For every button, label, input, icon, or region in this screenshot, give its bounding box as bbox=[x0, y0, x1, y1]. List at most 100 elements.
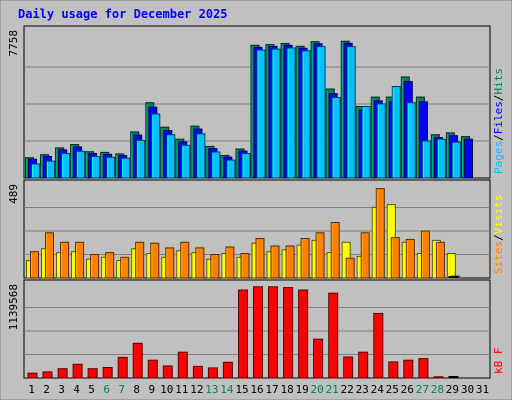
zero-markers-visits-sites bbox=[448, 276, 459, 278]
bar-kbytes-day-13 bbox=[207, 367, 218, 379]
bars-visits-sites bbox=[26, 188, 460, 279]
bar-pages-day-8 bbox=[136, 139, 146, 179]
bar-files-day-30 bbox=[464, 138, 473, 179]
bar-sites-day-6 bbox=[105, 252, 115, 279]
x-tick-label-day-28: 28 bbox=[431, 383, 444, 396]
legend-text: Sites/Visits bbox=[492, 195, 505, 275]
x-tick-label-day-17: 17 bbox=[265, 383, 278, 396]
x-tick-label-day-21: 21 bbox=[326, 383, 339, 396]
x-tick-label-day-1: 1 bbox=[28, 383, 35, 396]
bar-pages-day-20 bbox=[316, 46, 326, 179]
bar-kbytes-day-10 bbox=[162, 365, 173, 379]
legend-item: Sites bbox=[492, 241, 505, 274]
bar-sites-day-10 bbox=[165, 247, 175, 279]
bar-sites-day-2 bbox=[45, 232, 54, 279]
bar-kbytes-day-2 bbox=[42, 371, 53, 379]
bar-sites-day-7 bbox=[120, 256, 130, 279]
bar-kbytes-day-12 bbox=[192, 365, 203, 379]
bar-sites-day-23 bbox=[360, 232, 370, 279]
x-tick-label-day-7: 7 bbox=[118, 383, 125, 396]
x-tick-label-day-26: 26 bbox=[401, 383, 414, 396]
bar-kbytes-day-25 bbox=[388, 361, 399, 379]
bar-pages-day-16 bbox=[256, 49, 266, 179]
x-tick-label-day-3: 3 bbox=[58, 383, 65, 396]
bar-sites-day-17 bbox=[270, 245, 280, 279]
bar-pages-day-4 bbox=[76, 150, 86, 179]
legend-separator: / bbox=[492, 234, 505, 241]
x-tick-label-day-25: 25 bbox=[386, 383, 399, 396]
bar-kbytes-day-6 bbox=[102, 367, 113, 379]
chart-panels: 7758Pages/Files/Hits489Sites/Visits11395… bbox=[7, 25, 505, 379]
bar-pages-day-6 bbox=[106, 156, 116, 179]
bar-pages-day-5 bbox=[91, 156, 101, 179]
bar-pages-day-21 bbox=[331, 97, 341, 179]
bar-kbytes-day-16 bbox=[253, 286, 263, 379]
x-tick-label-day-19: 19 bbox=[295, 383, 308, 396]
bar-sites-day-13 bbox=[210, 254, 220, 279]
legend-hits-files-pages: Pages/Files/Hits bbox=[492, 68, 505, 174]
bar-pages-day-15 bbox=[241, 153, 251, 179]
zero-marker-day-29 bbox=[448, 376, 459, 378]
legend-item: Files bbox=[492, 101, 505, 134]
bar-sites-day-9 bbox=[150, 242, 160, 279]
bar-kbytes-day-1 bbox=[27, 372, 38, 379]
x-tick-label-day-14: 14 bbox=[220, 383, 234, 396]
bar-kbytes-day-7 bbox=[117, 356, 128, 379]
zero-marker-day-29 bbox=[448, 276, 459, 278]
bar-kbytes-day-23 bbox=[358, 351, 369, 379]
bar-sites-day-11 bbox=[180, 241, 190, 279]
x-tick-label-day-6: 6 bbox=[103, 383, 110, 396]
legend-kbytes: kB F bbox=[492, 348, 505, 375]
bar-kbytes-day-17 bbox=[268, 286, 278, 379]
bar-pages-day-22 bbox=[346, 46, 356, 179]
chart-title: Daily usage for December 2025 bbox=[18, 7, 228, 21]
bar-pages-day-12 bbox=[196, 133, 206, 179]
x-tick-label-day-11: 11 bbox=[175, 383, 188, 396]
legend-item: Pages bbox=[492, 141, 505, 174]
bar-kbytes-day-9 bbox=[147, 359, 158, 379]
x-tick-label-day-23: 23 bbox=[356, 383, 369, 396]
y-max-label: 489 bbox=[7, 184, 20, 204]
x-tick-label-day-13: 13 bbox=[205, 383, 218, 396]
legend-text: Pages/Files/Hits bbox=[492, 68, 505, 174]
x-tick-label-day-24: 24 bbox=[371, 383, 385, 396]
bar-sites-day-21 bbox=[330, 222, 340, 279]
bar-pages-day-13 bbox=[211, 151, 221, 179]
legend-item: Visits bbox=[492, 195, 505, 235]
bar-pages-day-2 bbox=[46, 160, 55, 179]
bar-pages-day-14 bbox=[226, 159, 236, 179]
bar-kbytes-day-26 bbox=[403, 359, 414, 379]
x-axis-tick-labels: 1 2 3 4 5 6 7 8 9 10 11 12 13 14 15 16 17 18 19 20 21 22 23 24 2… bbox=[28, 383, 489, 396]
bars-kbytes bbox=[27, 286, 444, 379]
bar-pages-day-17 bbox=[271, 48, 281, 179]
x-tick-label-day-15: 15 bbox=[235, 383, 248, 396]
bar-kbytes-day-14 bbox=[222, 361, 233, 379]
bar-sites-day-24 bbox=[375, 188, 385, 279]
bar-pages-day-23 bbox=[361, 106, 371, 179]
bar-sites-day-1 bbox=[30, 251, 39, 279]
legend-separator: / bbox=[492, 95, 505, 102]
bar-sites-day-25 bbox=[390, 237, 400, 279]
bar-pages-day-24 bbox=[376, 103, 386, 179]
bar-kbytes-day-8 bbox=[132, 342, 143, 379]
bar-pages-day-7 bbox=[121, 157, 131, 179]
bar-sites-day-15 bbox=[240, 253, 250, 279]
bar-kbytes-day-27 bbox=[418, 358, 429, 379]
bar-sites-day-27 bbox=[420, 230, 430, 279]
legend-text: kB F bbox=[492, 348, 505, 375]
x-tick-label-day-31: 31 bbox=[476, 383, 489, 396]
bar-pages-day-28 bbox=[436, 138, 446, 179]
bar-sites-day-3 bbox=[60, 241, 70, 279]
bar-sites-day-26 bbox=[405, 238, 415, 279]
panel-kbytes: 1139568 kB F bbox=[7, 279, 505, 379]
x-tick-label-day-10: 10 bbox=[160, 383, 173, 396]
legend-item: kB F bbox=[492, 348, 505, 375]
bar-pages-day-10 bbox=[166, 134, 176, 179]
y-max-label: 7758 bbox=[7, 30, 20, 57]
x-tick-label-day-12: 12 bbox=[190, 383, 203, 396]
bar-pages-day-1 bbox=[31, 163, 40, 179]
x-tick-label-day-5: 5 bbox=[88, 383, 95, 396]
bar-kbytes-day-11 bbox=[177, 351, 188, 379]
